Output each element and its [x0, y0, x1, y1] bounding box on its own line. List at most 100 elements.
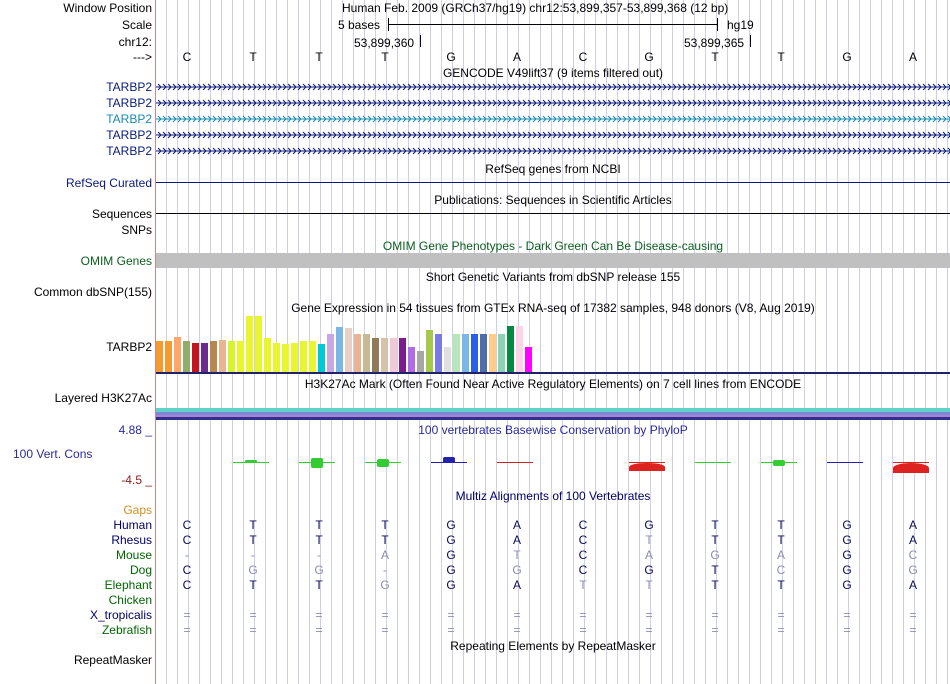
gtex-tissue-bar[interactable] [363, 334, 370, 372]
gtex-tissue-bar[interactable] [219, 340, 226, 372]
gtex-tissue-bar[interactable] [525, 347, 532, 372]
gtex-tissue-bar[interactable] [489, 334, 496, 372]
gtex-tissue-bar[interactable] [282, 344, 289, 372]
gtex-tissue-bar[interactable] [498, 334, 505, 372]
gtex-tissue-bar[interactable] [390, 338, 397, 372]
gtex-tissue-bar[interactable] [462, 334, 469, 372]
gtex-gene-label[interactable]: TARBP2 [106, 340, 152, 354]
gtex-tissue-bar[interactable] [516, 326, 523, 372]
phylop-track-title[interactable]: 100 vertebrates Basewise Conservation by… [418, 423, 688, 437]
gtex-tissue-bar[interactable] [327, 334, 334, 372]
gtex-tissue-bar[interactable] [471, 334, 478, 372]
scale-text: 5 bases [338, 18, 381, 32]
gtex-tissue-bar[interactable] [345, 328, 352, 372]
scale-db: hg19 [727, 18, 754, 32]
gtex-tissue-bar[interactable] [354, 334, 361, 372]
omim-track-title[interactable]: OMIM Gene Phenotypes - Dark Green Can Be… [382, 239, 724, 253]
scale-label[interactable]: Scale [121, 18, 152, 32]
h3k27ac-layer-1[interactable] [156, 408, 950, 412]
gtex-tissue-bar[interactable] [273, 343, 280, 372]
gtex-tissue-bar[interactable] [156, 341, 163, 372]
refseq-line[interactable] [156, 182, 950, 183]
gtex-tissue-bar[interactable] [372, 338, 379, 372]
gtex-tissue-bar[interactable] [264, 338, 271, 372]
window-position-label[interactable]: Window Position [63, 1, 152, 15]
gtex-tissue-bar[interactable] [453, 334, 460, 372]
omim-label[interactable]: OMIM Genes [80, 254, 152, 268]
omim-bar[interactable] [156, 253, 950, 268]
species-label-zebrafish[interactable]: Zebrafish [101, 623, 152, 637]
alignment-base: C [578, 563, 588, 577]
gtex-tissue-bar[interactable] [237, 341, 244, 372]
gtex-tissue-bar[interactable] [381, 338, 388, 372]
h3k27ac-label[interactable]: Layered H3K27Ac [54, 391, 152, 405]
gtex-tissue-bar[interactable] [399, 338, 406, 372]
dbsnp-track-title[interactable]: Short Genetic Variants from dbSNP releas… [425, 270, 681, 284]
multiz-track-title[interactable]: Multiz Alignments of 100 Vertebrates [455, 489, 651, 503]
species-label-dog[interactable]: Dog [129, 563, 152, 577]
base-letter: G [644, 50, 654, 64]
gaps-label[interactable]: Gaps [123, 503, 152, 517]
snps-label[interactable]: SNPs [121, 223, 152, 237]
gtex-track-title[interactable]: Gene Expression in 54 tissues from GTEx … [291, 301, 815, 315]
sequences-line[interactable] [156, 213, 950, 214]
gene-label-5[interactable]: TARBP2 [106, 144, 152, 158]
gene-label-4[interactable]: TARBP2 [106, 128, 152, 142]
gene-label-3[interactable]: TARBP2 [106, 112, 152, 126]
gtex-tissue-bar[interactable] [336, 327, 343, 372]
gtex-tissue-bar[interactable] [183, 341, 190, 372]
phylop-logo[interactable] [156, 450, 950, 476]
species-label-chicken[interactable]: Chicken [108, 593, 152, 607]
species-label-elephant[interactable]: Elephant [104, 578, 152, 592]
gtex-tissue-bar[interactable] [291, 343, 298, 372]
guide-line [738, 0, 739, 684]
refseq-label[interactable]: RefSeq Curated [65, 176, 152, 190]
gtex-tissue-bar[interactable] [228, 341, 235, 372]
gtex-tissue-bar[interactable] [210, 341, 217, 372]
gene-transcript[interactable] [156, 146, 950, 156]
h3k27ac-layer-4[interactable] [156, 417, 950, 420]
repeatmasker-label[interactable]: RepeatMasker [73, 653, 152, 667]
gene-transcript[interactable] [156, 82, 950, 92]
strand-arrow-label[interactable]: ---> [133, 50, 152, 64]
phylop-label[interactable]: 100 Vert. Cons [13, 447, 93, 461]
publications-track-title[interactable]: Publications: Sequences in Scientific Ar… [434, 193, 672, 207]
gtex-tissue-bar[interactable] [309, 341, 316, 372]
gtex-tissue-bar[interactable] [300, 341, 307, 372]
refseq-track-title[interactable]: RefSeq genes from NCBI [485, 162, 621, 176]
gtex-tissue-bar[interactable] [408, 347, 415, 372]
gene-label-2[interactable]: TARBP2 [106, 96, 152, 110]
gene-transcript[interactable] [156, 130, 950, 140]
gtex-tissue-bar[interactable] [435, 334, 442, 372]
gtex-tissue-bar[interactable] [192, 343, 199, 372]
gtex-tissue-bar[interactable] [246, 316, 253, 372]
gtex-tissue-bar[interactable] [507, 326, 514, 372]
h3k27ac-track-title[interactable]: H3K27Ac Mark (Often Found Near Active Re… [304, 377, 802, 391]
base-letter: C [578, 50, 588, 64]
repeatmasker-track-title[interactable]: Repeating Elements by RepeatMasker [450, 639, 656, 653]
gencode-track-title[interactable]: GENCODE V49lift37 (9 items filtered out) [442, 66, 664, 80]
gtex-tissue-bar[interactable] [417, 351, 424, 372]
alignment-base: G [908, 563, 918, 577]
gtex-bar-chart[interactable] [156, 316, 950, 372]
dbsnp-label[interactable]: Common dbSNP(155) [33, 285, 152, 299]
species-label-mouse[interactable]: Mouse [115, 548, 152, 562]
gtex-tissue-bar[interactable] [480, 334, 487, 372]
gtex-tissue-bar[interactable] [426, 330, 433, 372]
h3k27ac-layer-3[interactable] [156, 415, 950, 417]
sequences-label[interactable]: Sequences [91, 207, 152, 221]
gtex-tissue-bar[interactable] [165, 341, 172, 372]
h3k27ac-layer-2[interactable] [156, 412, 950, 415]
gtex-tissue-bar[interactable] [255, 316, 262, 372]
gene-transcript[interactable] [156, 98, 950, 108]
species-label-rhesus[interactable]: Rhesus [111, 533, 152, 547]
gene-label-1[interactable]: TARBP2 [106, 80, 152, 94]
gene-transcript[interactable] [156, 114, 950, 124]
gtex-tissue-bar[interactable] [201, 343, 208, 372]
gtex-tissue-bar[interactable] [174, 337, 181, 372]
gtex-tissue-bar[interactable] [318, 344, 325, 372]
species-label-x_tropicalis[interactable]: X_tropicalis [89, 608, 152, 622]
chromosome-label[interactable]: chr12: [118, 35, 152, 49]
species-label-human[interactable]: Human [113, 518, 152, 532]
gtex-tissue-bar[interactable] [444, 347, 451, 372]
